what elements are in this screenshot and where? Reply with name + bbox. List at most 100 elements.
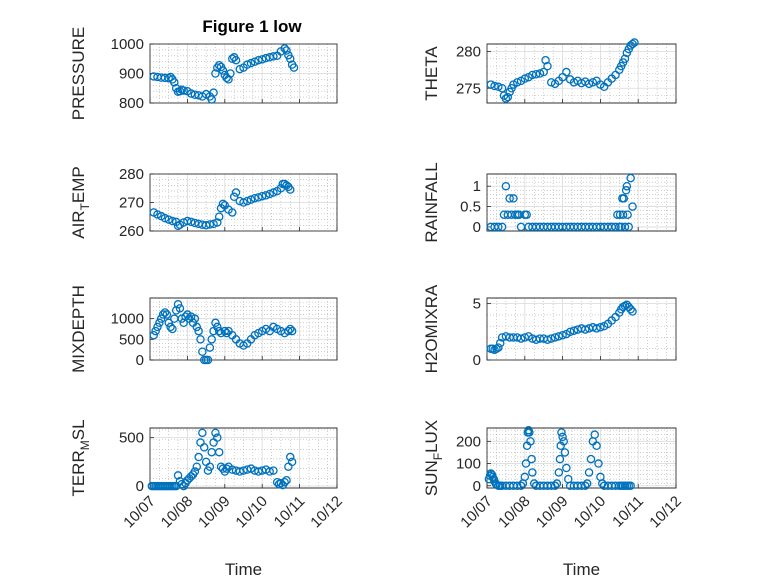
- data-point: [168, 324, 177, 334]
- data-point: [626, 481, 635, 491]
- data-point: [254, 193, 263, 202]
- data-point: [557, 428, 566, 437]
- y-tick-label: 500: [119, 331, 144, 348]
- data-point: [226, 69, 235, 78]
- y-tick-label: 1000: [111, 36, 144, 53]
- data-point: [173, 299, 183, 309]
- data-point: [289, 63, 299, 72]
- data-point: [569, 326, 579, 335]
- data-point: [261, 53, 271, 63]
- y-axis-label: MIXDEPTH: [69, 285, 88, 373]
- y-tick-label: 260: [119, 223, 144, 240]
- y-tick-label: 0.5: [460, 199, 481, 216]
- data-point: [228, 208, 237, 217]
- data-point: [198, 428, 207, 438]
- y-axis-label: SUNFLUX: [422, 420, 445, 496]
- data-point: [213, 433, 222, 442]
- data-point: [211, 69, 220, 78]
- data-point: [626, 305, 635, 314]
- data-point: [577, 481, 586, 491]
- data-point: [584, 468, 594, 477]
- data-point: [284, 326, 293, 336]
- axis-border: [149, 427, 338, 489]
- data-point: [543, 61, 552, 71]
- data-point: [250, 57, 259, 66]
- subplot-rainfall: 0 0.5 1 RAINFALL: [422, 162, 677, 243]
- data-point: [494, 343, 503, 352]
- data-point: [558, 432, 567, 442]
- y-axis-label: PRESSURE: [69, 27, 88, 121]
- data-point: [552, 479, 562, 488]
- data-point: [490, 81, 499, 91]
- y-tick-label: 500: [119, 430, 144, 447]
- data-point: [525, 428, 534, 437]
- data-point: [228, 465, 237, 474]
- subplot-pressure: 800 900 1000 PRESSURE: [69, 27, 338, 121]
- data-point: [520, 472, 530, 482]
- data-point: [162, 310, 172, 319]
- data-point: [596, 323, 605, 332]
- data-point: [486, 80, 496, 89]
- data-point: [177, 479, 187, 489]
- y-tick-label: 1: [473, 178, 481, 195]
- data-point: [285, 54, 295, 64]
- data-point: [618, 210, 628, 219]
- data-point: [560, 448, 570, 457]
- data-point: [257, 191, 267, 201]
- data-point: [541, 55, 550, 65]
- data-point: [285, 185, 295, 194]
- data-point: [231, 55, 241, 65]
- data-point: [183, 216, 192, 226]
- data-point: [522, 210, 531, 219]
- data-point: [246, 195, 256, 204]
- data-point: [526, 437, 535, 446]
- data-point: [269, 188, 278, 197]
- data-point: [613, 210, 622, 219]
- data-point: [565, 327, 575, 337]
- data-point: [192, 462, 201, 471]
- y-tick-label: 280: [456, 43, 481, 60]
- data-point: [173, 471, 183, 480]
- data-point: [550, 481, 560, 491]
- y-axis-label: H2OMIXRA: [422, 284, 441, 373]
- data-point: [501, 181, 511, 191]
- data-point: [209, 88, 218, 97]
- data-point: [559, 437, 568, 446]
- data-point: [242, 196, 252, 206]
- data-point: [628, 202, 637, 211]
- data-point: [581, 325, 590, 334]
- data-point: [282, 46, 291, 55]
- data-point: [209, 219, 218, 229]
- data-point: [228, 54, 237, 64]
- data-point: [214, 326, 224, 336]
- data-point: [280, 477, 289, 487]
- data-point: [555, 454, 565, 464]
- data-point: [213, 218, 222, 227]
- data-point: [168, 216, 177, 226]
- data-point: [512, 481, 522, 491]
- data-point: [198, 347, 207, 356]
- axis-border: [486, 297, 677, 361]
- data-point: [619, 194, 629, 203]
- data-point: [220, 326, 230, 336]
- data-point: [626, 173, 635, 183]
- data-point: [164, 73, 173, 83]
- data-point: [257, 55, 267, 64]
- data-point: [628, 39, 637, 49]
- data-point: [497, 222, 507, 232]
- data-point: [213, 322, 222, 332]
- data-point: [527, 454, 536, 464]
- y-axis-label: RAINFALL: [422, 162, 441, 242]
- data-point: [594, 459, 603, 468]
- data-point: [151, 326, 160, 336]
- data-point: [562, 463, 571, 473]
- data-point: [620, 222, 630, 232]
- data-point: [598, 479, 607, 488]
- data-point: [160, 308, 170, 317]
- data-point: [254, 467, 263, 476]
- data-point: [624, 222, 634, 232]
- data-point: [194, 326, 203, 336]
- data-point: [194, 452, 203, 462]
- data-point: [254, 55, 263, 65]
- data-point: [495, 338, 505, 348]
